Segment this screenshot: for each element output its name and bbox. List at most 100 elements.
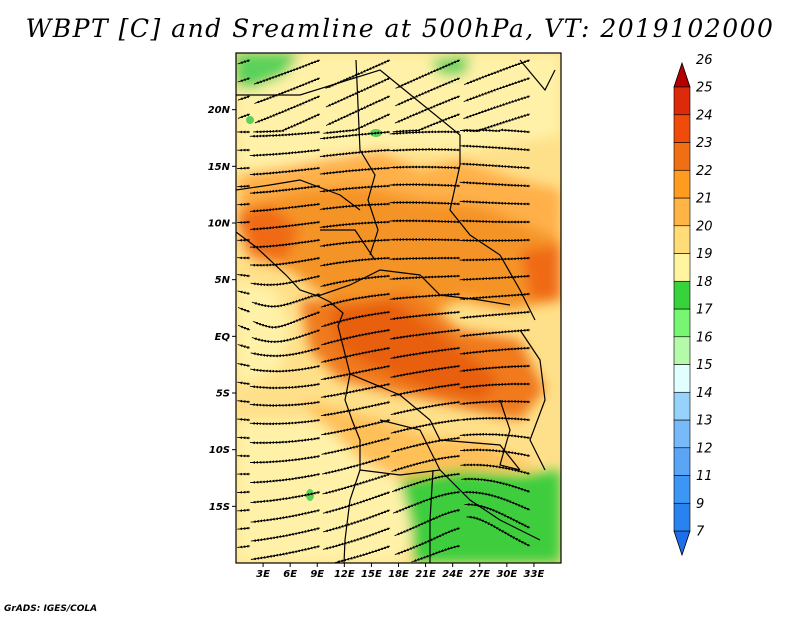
lon-tick-label: 15E bbox=[361, 569, 382, 580]
border-zambia bbox=[379, 419, 441, 471]
streamline bbox=[321, 455, 391, 475]
border-rift bbox=[519, 329, 546, 471]
lat-tick-label: 5N bbox=[215, 275, 231, 286]
colorbar-segment bbox=[673, 253, 691, 282]
streamline bbox=[459, 416, 531, 422]
streamline bbox=[250, 454, 321, 464]
lon-tick-label: 27E bbox=[469, 569, 490, 580]
streamline bbox=[459, 346, 531, 355]
streamline bbox=[390, 346, 461, 359]
streamline bbox=[250, 346, 321, 358]
colorbar-segment bbox=[673, 86, 691, 116]
colorbar-segment bbox=[673, 364, 691, 393]
streamline bbox=[389, 274, 461, 281]
field-green-speck-3 bbox=[246, 116, 254, 124]
streamline bbox=[389, 219, 461, 224]
streamline bbox=[459, 181, 531, 188]
colorbar-segment bbox=[673, 308, 691, 338]
streamline bbox=[251, 329, 321, 344]
streamline bbox=[322, 473, 391, 495]
streamline bbox=[390, 436, 461, 453]
streamline bbox=[389, 130, 461, 136]
lon-tick-label: 30E bbox=[496, 569, 517, 580]
field-green-se bbox=[400, 470, 561, 563]
streamline bbox=[250, 490, 321, 504]
streamline bbox=[319, 184, 391, 193]
streamline bbox=[391, 454, 461, 472]
streamline bbox=[389, 201, 461, 206]
colorbar-segment bbox=[673, 114, 691, 143]
streamline bbox=[322, 527, 391, 550]
streamline bbox=[389, 238, 460, 242]
streamline bbox=[237, 184, 251, 188]
streamline bbox=[459, 219, 530, 224]
streamline bbox=[250, 364, 321, 373]
streamline bbox=[389, 256, 460, 261]
lat-tick-label: 10N bbox=[208, 219, 231, 230]
streamline bbox=[460, 448, 531, 458]
colorbar-segment bbox=[673, 169, 691, 199]
colorbar: 7 9 11 12 13 14 15 16 17 18 19 20 21 22 23 24 25 26 bbox=[673, 53, 713, 557]
lat-tick-label: 5S bbox=[216, 389, 230, 400]
streamline bbox=[249, 238, 321, 249]
streamline bbox=[249, 202, 321, 213]
lat-tick-label: EQ bbox=[215, 332, 231, 343]
streamline bbox=[237, 526, 251, 531]
country-borders bbox=[236, 59, 556, 563]
streamline bbox=[249, 418, 321, 426]
latitude-axis: 20N 15N 10N 5N EQ 5S 10S 15S bbox=[208, 105, 236, 513]
colorbar-label: 7 bbox=[696, 525, 705, 540]
colorbar-label: 9 bbox=[696, 497, 704, 512]
streamline bbox=[250, 472, 321, 484]
lat-tick-label: 15N bbox=[208, 162, 231, 173]
colorbar-label: 26 bbox=[696, 53, 713, 68]
streamline bbox=[459, 399, 531, 406]
colorbar-label: 20 bbox=[696, 219, 713, 234]
coastline bbox=[236, 231, 361, 563]
border-nile bbox=[519, 59, 556, 92]
colorbar-label: 11 bbox=[696, 469, 713, 484]
streamline bbox=[459, 328, 531, 338]
colorbar-segment bbox=[673, 142, 691, 171]
streamline bbox=[459, 310, 531, 319]
colorbar-segment bbox=[673, 197, 691, 227]
streamline bbox=[249, 184, 321, 195]
streamline bbox=[237, 307, 251, 313]
streamline bbox=[389, 147, 461, 152]
colorbar-segment bbox=[673, 280, 691, 310]
streamline bbox=[459, 238, 531, 243]
colorbar-label: 15 bbox=[696, 358, 713, 373]
map-title: WBPT [C] and Sreamline at 500hPa, VT: 20… bbox=[25, 14, 775, 43]
colorbar-label: 12 bbox=[696, 441, 713, 456]
lon-tick-label: 3E bbox=[256, 569, 270, 580]
streamline bbox=[459, 128, 531, 134]
lat-tick-label: 20N bbox=[208, 105, 231, 116]
streamline bbox=[389, 165, 461, 170]
streamline bbox=[249, 130, 321, 138]
lon-tick-label: 21E bbox=[415, 569, 436, 580]
streamline bbox=[249, 148, 321, 157]
border-drc-angola bbox=[349, 373, 521, 471]
streamline bbox=[237, 381, 251, 386]
border-sahel bbox=[236, 179, 361, 211]
streamline bbox=[249, 166, 321, 176]
colorbar-label: 19 bbox=[696, 247, 713, 262]
field-band-darkorange bbox=[240, 185, 561, 320]
streamline bbox=[237, 113, 251, 119]
streamline bbox=[394, 526, 461, 556]
streamline bbox=[237, 508, 251, 513]
border-car bbox=[317, 269, 511, 306]
streamline bbox=[237, 490, 251, 494]
streamline bbox=[249, 382, 321, 390]
streamline bbox=[459, 292, 531, 301]
streamline bbox=[250, 544, 321, 561]
border-niger-chad bbox=[355, 59, 379, 256]
streamline bbox=[237, 220, 251, 224]
streamline bbox=[389, 183, 461, 188]
colorbar-min-arrow bbox=[673, 530, 691, 557]
streamline bbox=[389, 292, 461, 301]
field-east-red bbox=[520, 245, 561, 300]
streamline bbox=[237, 202, 251, 206]
border-nigeria bbox=[320, 229, 376, 261]
